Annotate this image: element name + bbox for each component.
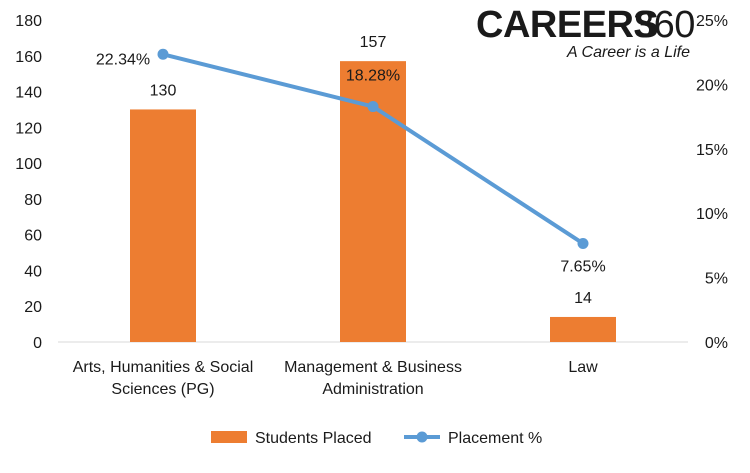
line-series [157, 48, 589, 249]
line-data-label: 22.34% [96, 51, 150, 68]
x-category-label-line: Management & Business [284, 359, 462, 376]
y-right-tick-label: 5% [705, 271, 728, 288]
y-left-tick-label: 40 [24, 263, 42, 280]
logo-tagline: A Career is a Life [566, 44, 690, 61]
legend-label: Placement % [448, 430, 542, 447]
line-point [367, 101, 379, 113]
y-left-tick-label: 60 [24, 228, 42, 245]
legend-label: Students Placed [255, 430, 372, 447]
x-category-label: Arts, Humanities & Social Sciences (PG) [73, 359, 254, 398]
x-category-label-line: Sciences (PG) [111, 381, 214, 398]
data-labels: 130 157 14 22.34% 18.28% 7.65% [96, 34, 606, 307]
y-left-tick-label: 180 [15, 13, 42, 30]
y-left-tick-label: 100 [15, 156, 42, 173]
logo-number: 360 [633, 4, 695, 46]
y-left-tick-label: 0 [33, 335, 42, 352]
y-right-tick-label: 15% [696, 142, 728, 159]
x-category-label-line: Law [568, 359, 598, 376]
y-left-tick-label: 20 [24, 299, 42, 316]
legend-swatch-marker [416, 431, 428, 443]
bar [130, 109, 196, 342]
legend-swatch-bar [211, 431, 247, 443]
axes: 0 20 40 60 80 100 120 140 160 180 0% 5% 10% 15% 20% 25%… [15, 13, 728, 398]
x-category-label-line: Arts, Humanities & Social [73, 359, 254, 376]
y-right-tick-label: 0% [705, 335, 728, 352]
line-data-label: 18.28% [346, 68, 400, 85]
bar-data-label: 14 [574, 290, 592, 307]
bar-data-label: 157 [360, 34, 387, 51]
y-left-tick-label: 140 [15, 85, 42, 102]
careers360-logo: CAREERS 360 A Career is a Life [476, 4, 695, 61]
bar-data-label: 130 [150, 82, 177, 99]
x-category-label-line: Administration [322, 381, 423, 398]
y-right-tick-label: 25% [696, 13, 728, 30]
x-category-label: Law [568, 359, 598, 376]
y-right-tick-label: 10% [696, 206, 728, 223]
legend: Students Placed Placement % [211, 430, 542, 447]
y-left-tick-label: 160 [15, 49, 42, 66]
line-data-label: 7.65% [560, 258, 605, 275]
x-category-label: Management & Business Administration [284, 359, 462, 398]
line-point [577, 237, 589, 249]
bar [550, 316, 616, 342]
logo-word: CAREERS [476, 4, 658, 46]
y-left-tick-label: 120 [15, 120, 42, 137]
y-right-tick-label: 20% [696, 77, 728, 94]
line-point [157, 48, 169, 60]
y-left-tick-label: 80 [24, 192, 42, 209]
